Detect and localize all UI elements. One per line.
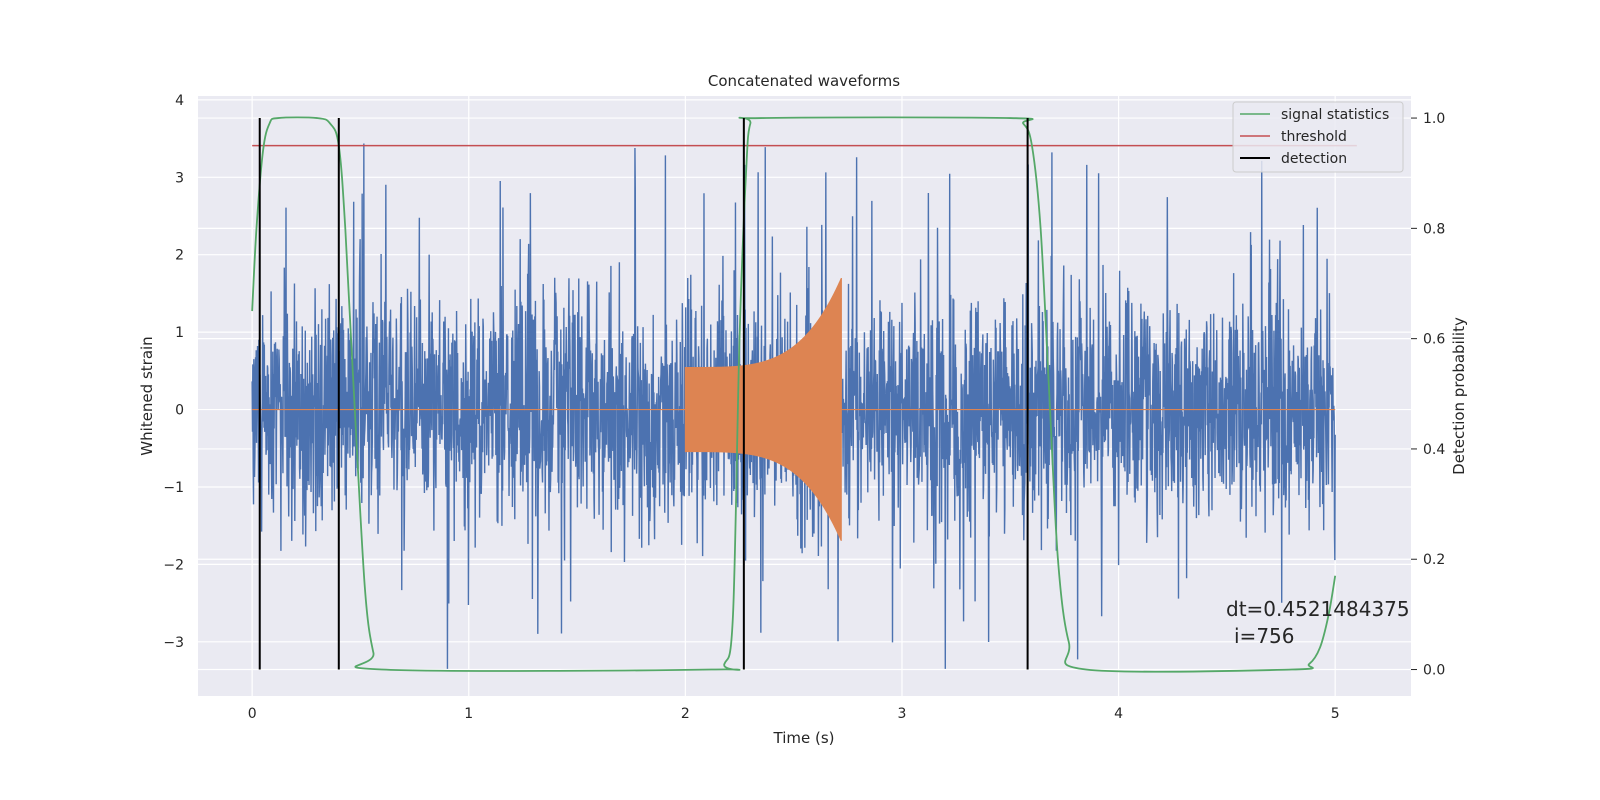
x-axis-label: Time (s) (773, 729, 835, 747)
right-axis-ticks: 0.0 0.2 0.4 0.6 0.8 1.0 (1411, 111, 1445, 679)
x-tick-label: 2 (681, 706, 690, 722)
legend: signal statistics threshold detection (1232, 101, 1404, 173)
series-injection-line (252, 277, 1336, 541)
y-tick-label: 1 (175, 325, 184, 341)
y2-tick-label: 0.0 (1423, 663, 1445, 679)
legend-label-signal-statistics: signal statistics (1281, 107, 1389, 123)
x-tick-label: 3 (898, 706, 907, 722)
x-tick-label: 1 (464, 706, 473, 722)
annotation-i: i=756 (1234, 624, 1295, 648)
annotation-dt: dt=0.4521484375 (1226, 597, 1410, 621)
y-tick-label: −2 (163, 557, 184, 573)
y-tick-label: 2 (175, 248, 184, 264)
y-tick-label: −1 (163, 480, 184, 496)
x-axis-ticks: 0 1 2 3 4 5 (248, 706, 1340, 722)
y2-axis-label: Detection probability (1450, 317, 1468, 475)
legend-box (1232, 101, 1404, 173)
x-tick-label: 5 (1331, 706, 1340, 722)
series-layer (251, 116, 1357, 673)
y2-tick-label: 0.2 (1423, 552, 1445, 568)
y2-tick-label: 0.8 (1423, 221, 1445, 237)
y-tick-label: 0 (175, 403, 184, 419)
y2-tick-label: 0.4 (1423, 442, 1445, 458)
y-tick-label: −3 (163, 635, 184, 651)
y-axis-label: Whitened strain (138, 336, 156, 455)
x-tick-label: 0 (248, 706, 257, 722)
chart-title: Concatenated waveforms (708, 72, 900, 90)
series-signal-statistics-line (251, 116, 1337, 673)
y-tick-label: 3 (175, 170, 184, 186)
y-tick-label: 4 (175, 93, 184, 109)
y2-tick-label: 1.0 (1423, 111, 1445, 127)
legend-label-detection: detection (1281, 151, 1347, 167)
legend-label-threshold: threshold (1281, 129, 1347, 145)
series-noise-line (251, 143, 1336, 669)
y2-tick-label: 0.6 (1423, 332, 1445, 348)
left-axis-ticks: −3 −2 −1 0 1 2 3 4 (163, 93, 184, 651)
x-tick-label: 4 (1114, 706, 1123, 722)
